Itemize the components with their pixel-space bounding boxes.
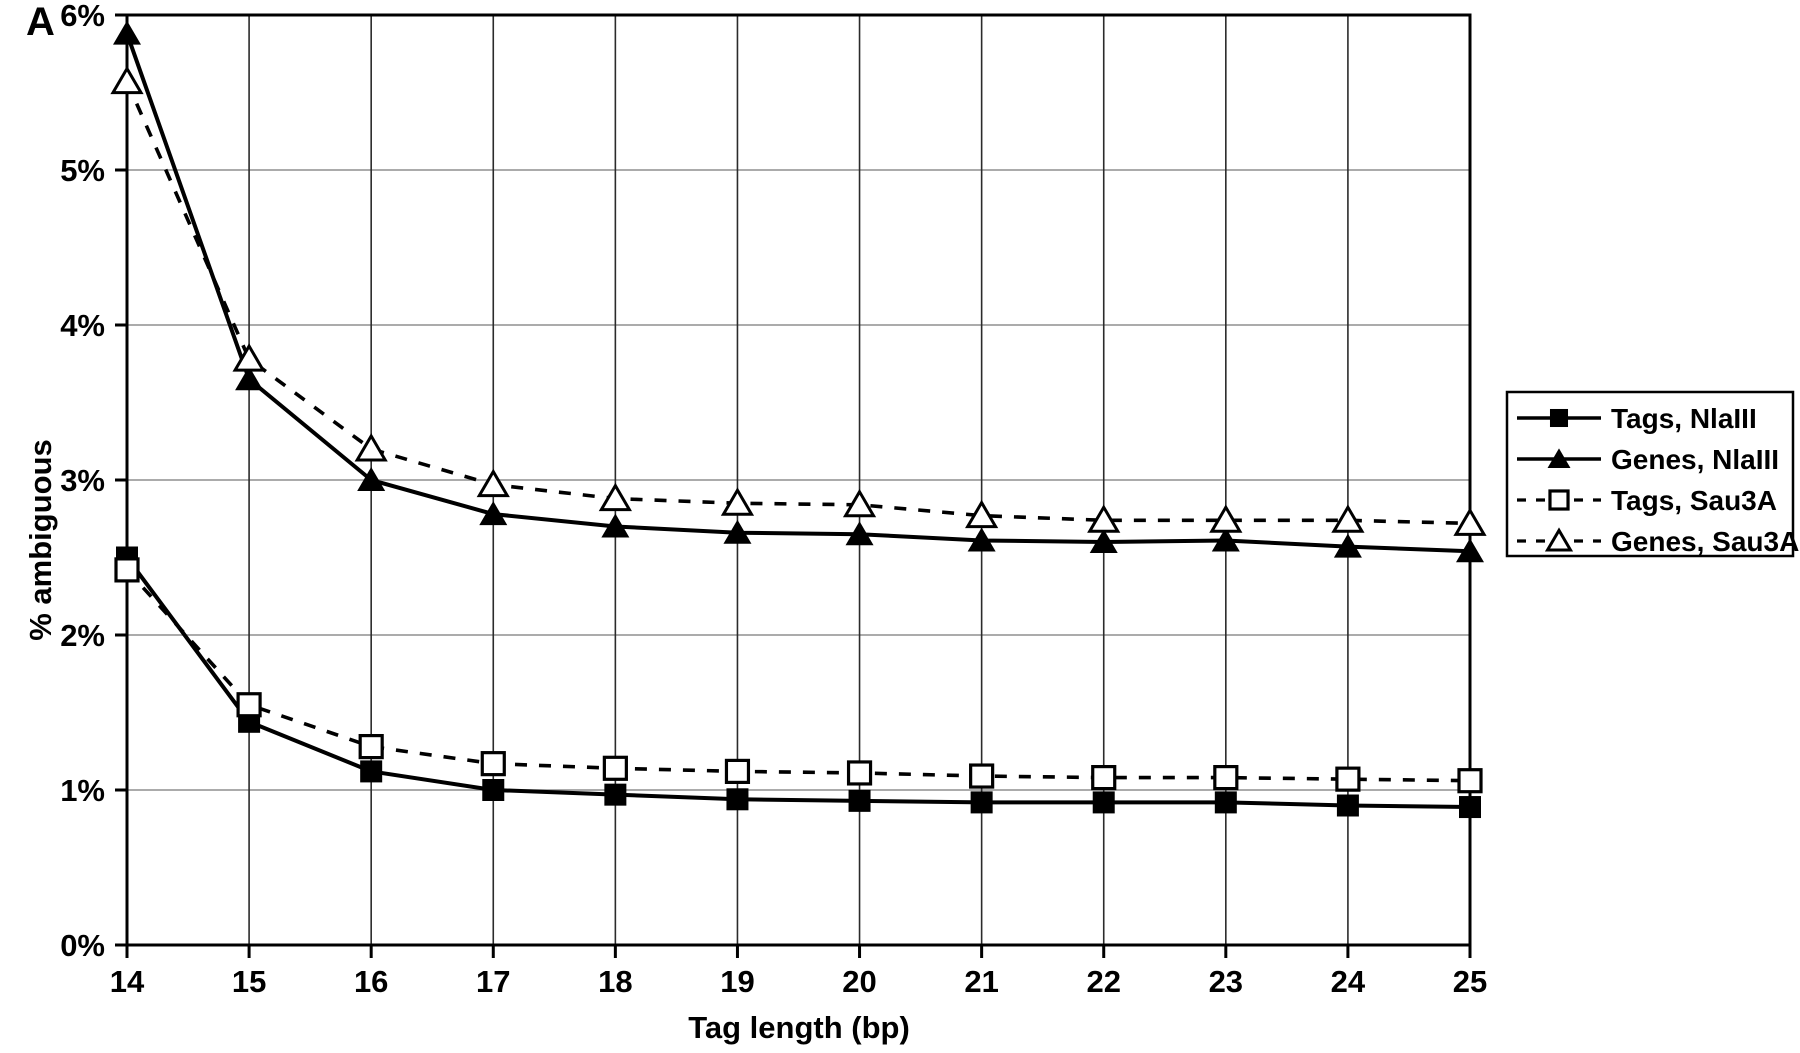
marker-open-triangle <box>720 487 755 516</box>
marker-open-square <box>1457 768 1483 794</box>
marker-filled-triangle <box>1333 533 1362 558</box>
x-tick-label: 20 <box>842 964 876 999</box>
marker-open-square <box>236 692 262 718</box>
marker-open-triangle <box>965 499 999 529</box>
marker-open-square <box>724 758 751 785</box>
marker-filled-triangle <box>1211 527 1240 552</box>
legend-label: Tags, NlaIII <box>1611 403 1757 434</box>
marker-filled-triangle <box>845 521 874 546</box>
marker-filled-triangle <box>1547 448 1571 469</box>
marker-open-square <box>969 763 995 789</box>
panel-label: A <box>26 0 55 44</box>
x-tick-label: 14 <box>110 964 145 999</box>
marker-open-triangle <box>232 343 266 372</box>
marker-filled-square <box>1336 794 1359 817</box>
x-tick-label: 16 <box>354 964 388 999</box>
x-axis-title: Tag length (bp) <box>688 1010 910 1045</box>
marker-open-square <box>602 755 628 781</box>
marker-open-triangle <box>842 488 877 518</box>
x-tick-label: 24 <box>1331 964 1366 999</box>
marker-filled-triangle <box>357 467 386 491</box>
marker-open-square <box>1548 489 1570 511</box>
y-tick-label: 1% <box>60 773 105 808</box>
y-tick-label: 3% <box>60 463 105 498</box>
marker-filled-triangle <box>967 527 996 552</box>
marker-filled-triangle <box>479 501 508 526</box>
marker-open-triangle <box>354 433 388 462</box>
marker-filled-triangle <box>113 20 141 45</box>
x-tick-label: 22 <box>1086 964 1120 999</box>
x-tick-label: 18 <box>598 964 632 999</box>
legend-label: Tags, Sau3A <box>1611 485 1777 516</box>
marker-filled-triangle <box>723 519 752 544</box>
marker-filled-square <box>970 791 993 814</box>
legend-label: Genes, Sau3A <box>1611 526 1799 557</box>
marker-open-square <box>1091 764 1117 791</box>
x-tick-label: 21 <box>964 964 998 999</box>
series-line-genes-nlaiii <box>125 32 1471 554</box>
marker-open-triangle <box>110 65 144 95</box>
y-tick-label: 6% <box>60 0 105 33</box>
x-tick-label: 15 <box>232 964 266 999</box>
marker-open-square <box>1335 766 1361 792</box>
x-tick-label: 25 <box>1453 964 1487 999</box>
marker-filled-triangle <box>235 366 264 391</box>
marker-open-triangle <box>1087 504 1121 533</box>
marker-open-triangle <box>1544 527 1574 552</box>
marker-filled-square <box>1459 796 1481 819</box>
y-tick-label: 4% <box>60 308 105 343</box>
marker-open-triangle <box>1331 504 1365 533</box>
marker-filled-triangle <box>1456 538 1484 563</box>
marker-open-triangle <box>1453 507 1487 536</box>
marker-open-square <box>114 557 140 583</box>
marker-filled-square <box>482 779 505 801</box>
marker-open-triangle <box>476 468 510 498</box>
y-tick-label: 5% <box>60 153 105 188</box>
marker-filled-square <box>360 760 383 783</box>
y-tick-label: 0% <box>60 928 105 963</box>
y-tick-label: 2% <box>60 618 105 653</box>
series-line-tags-sau3a <box>125 568 1471 783</box>
marker-open-triangle <box>598 482 632 512</box>
marker-filled-triangle <box>1089 529 1118 553</box>
marker-filled-square <box>1214 791 1237 814</box>
marker-filled-triangle <box>601 513 630 538</box>
marker-filled-square <box>604 783 627 806</box>
series-line-genes-sau3a <box>125 80 1471 526</box>
marker-open-square <box>358 733 384 760</box>
x-tick-label: 19 <box>720 964 754 999</box>
marker-filled-square <box>726 788 749 811</box>
series-line-tags-nlaiii <box>125 556 1471 810</box>
marker-filled-square <box>848 789 871 812</box>
legend-label: Genes, NlaIII <box>1611 444 1779 475</box>
marker-open-triangle <box>1209 504 1243 533</box>
marker-open-square <box>846 760 873 786</box>
marker-filled-square <box>1549 408 1569 428</box>
x-tick-label: 17 <box>476 964 510 999</box>
x-tick-label: 23 <box>1209 964 1243 999</box>
marker-open-square <box>480 751 506 777</box>
marker-open-square <box>1213 764 1239 791</box>
marker-filled-square <box>1092 791 1115 814</box>
